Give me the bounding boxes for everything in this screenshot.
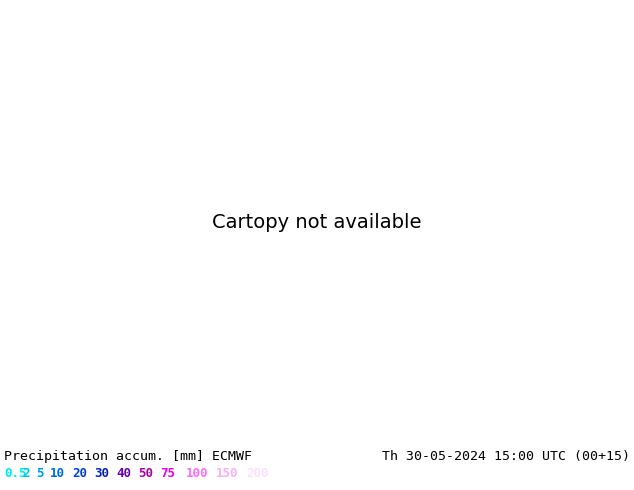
Text: Precipitation accum. [mm] ECMWF: Precipitation accum. [mm] ECMWF xyxy=(4,450,252,463)
Text: 0.5: 0.5 xyxy=(4,467,27,480)
Text: 5: 5 xyxy=(36,467,44,480)
Text: 40: 40 xyxy=(116,467,131,480)
Text: 150: 150 xyxy=(216,467,238,480)
Text: 75: 75 xyxy=(160,467,175,480)
Text: Cartopy not available: Cartopy not available xyxy=(212,214,422,232)
Text: 30: 30 xyxy=(94,467,109,480)
Text: 100: 100 xyxy=(186,467,209,480)
Text: 20: 20 xyxy=(72,467,87,480)
Text: 50: 50 xyxy=(138,467,153,480)
Text: 10: 10 xyxy=(50,467,65,480)
Text: Th 30-05-2024 15:00 UTC (00+15): Th 30-05-2024 15:00 UTC (00+15) xyxy=(382,450,630,463)
Text: 2: 2 xyxy=(22,467,30,480)
Text: 200: 200 xyxy=(246,467,269,480)
